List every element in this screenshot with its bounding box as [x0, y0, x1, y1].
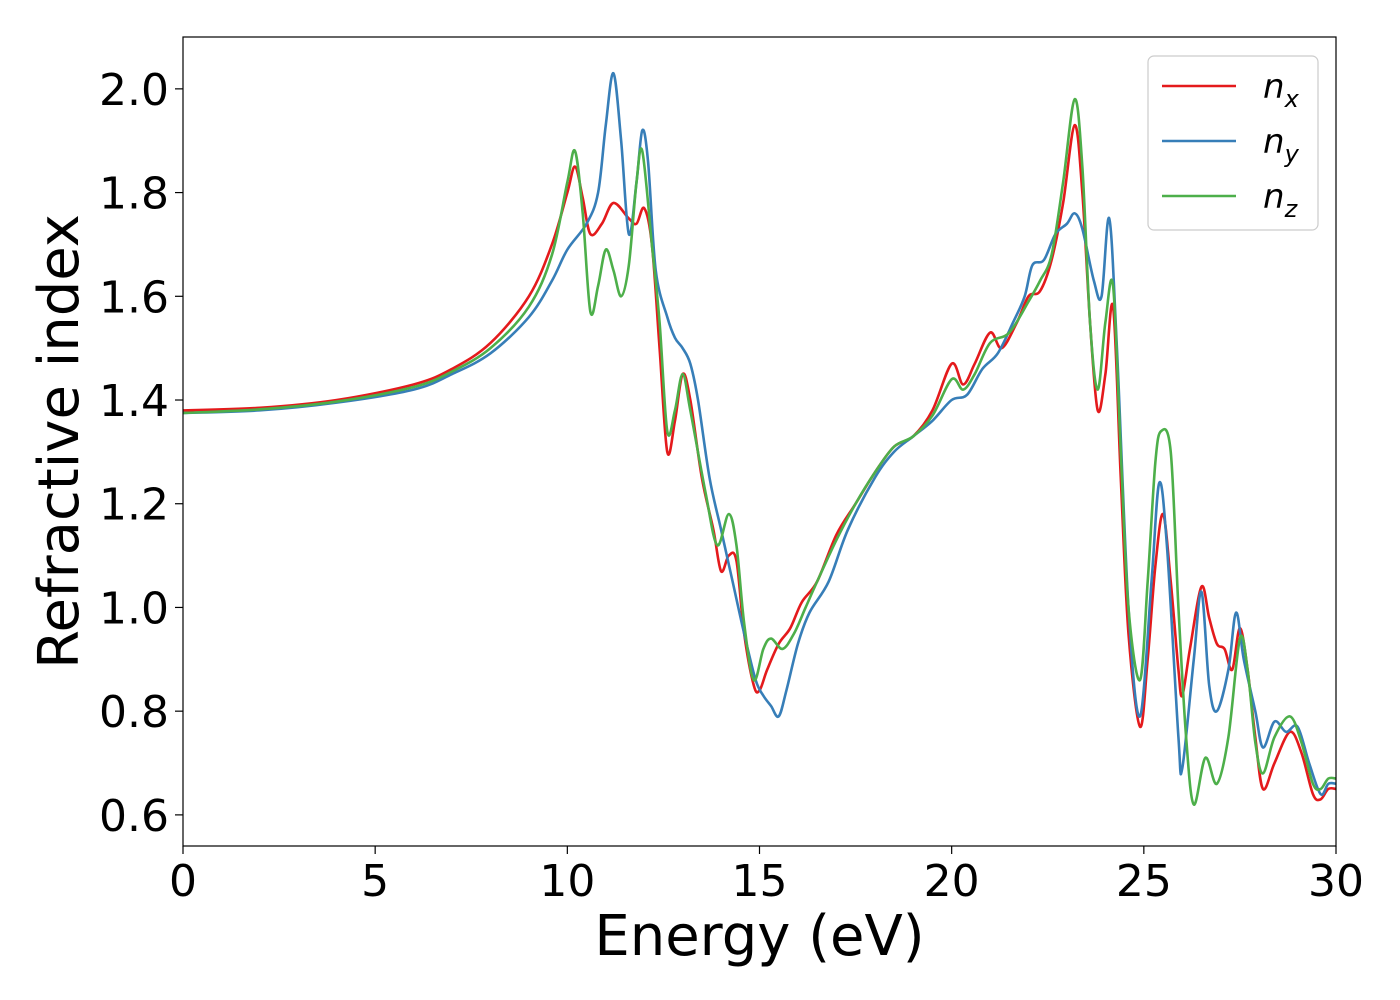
y-tick-label: 1.0: [99, 583, 169, 634]
y-tick-label: 0.8: [99, 687, 169, 738]
legend: nx ny nz: [1147, 55, 1319, 231]
series-line-ny: [182, 71, 1337, 797]
series-line-nx: [182, 123, 1337, 802]
x-tick-label: 30: [1308, 856, 1364, 907]
x-tick-label: 25: [1116, 856, 1172, 907]
x-tick-label: 10: [539, 856, 595, 907]
x-axis: 0 5 10 15 20 25 30: [169, 846, 1364, 907]
y-tick-label: 0.6: [99, 791, 169, 842]
y-tick-label: 1.2: [99, 480, 169, 531]
legend-label-nz: nz: [1263, 177, 1299, 223]
legend-label-ny: ny: [1263, 122, 1300, 168]
legend-label-nx: nx: [1263, 67, 1300, 113]
x-axis-label: Energy (eV): [594, 904, 924, 969]
y-axis: 0.6 0.8 1.0 1.2 1.4 1.6 1.8 2.0: [99, 65, 183, 842]
series-layer: [182, 71, 1337, 806]
x-tick-label: 20: [924, 856, 980, 907]
y-tick-label: 1.6: [99, 272, 169, 323]
y-axis-label: Refractive index: [27, 214, 92, 669]
x-tick-label: 0: [169, 856, 197, 907]
y-tick-label: 1.4: [99, 376, 169, 427]
x-tick-label: 5: [361, 856, 389, 907]
series-line-nz: [182, 97, 1337, 806]
x-tick-label: 15: [732, 856, 788, 907]
legend-box: [1147, 55, 1319, 231]
y-tick-label: 1.8: [99, 169, 169, 220]
y-tick-label: 2.0: [99, 65, 169, 116]
